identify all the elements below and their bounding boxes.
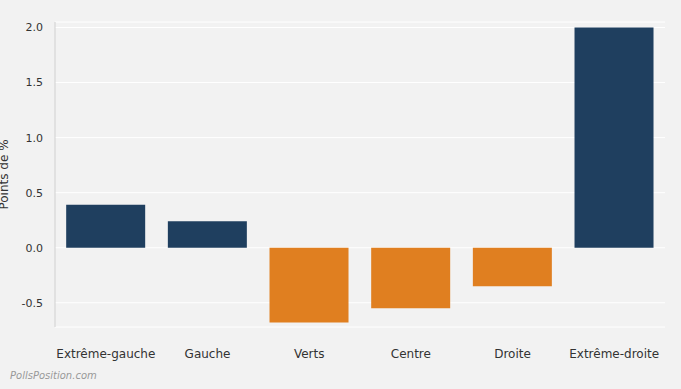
svg-text:Verts: Verts — [294, 347, 325, 361]
svg-text:Gauche: Gauche — [185, 347, 231, 361]
svg-text:0.0: 0.0 — [26, 242, 44, 255]
svg-text:1.5: 1.5 — [26, 76, 44, 89]
svg-text:0.5: 0.5 — [26, 187, 44, 200]
svg-text:Droite: Droite — [494, 347, 531, 361]
svg-text:1.0: 1.0 — [26, 132, 44, 145]
svg-text:-0.5: -0.5 — [22, 297, 43, 310]
svg-text:Extrême-gauche: Extrême-gauche — [56, 347, 155, 361]
svg-text:Centre: Centre — [391, 347, 431, 361]
svg-text:2.0: 2.0 — [26, 21, 44, 34]
svg-text:Points de %: Points de % — [8, 139, 11, 209]
svg-text:Extrême-droite: Extrême-droite — [569, 347, 659, 361]
html-text:PollsPosition.com: PollsPosition.com — [10, 370, 97, 381]
